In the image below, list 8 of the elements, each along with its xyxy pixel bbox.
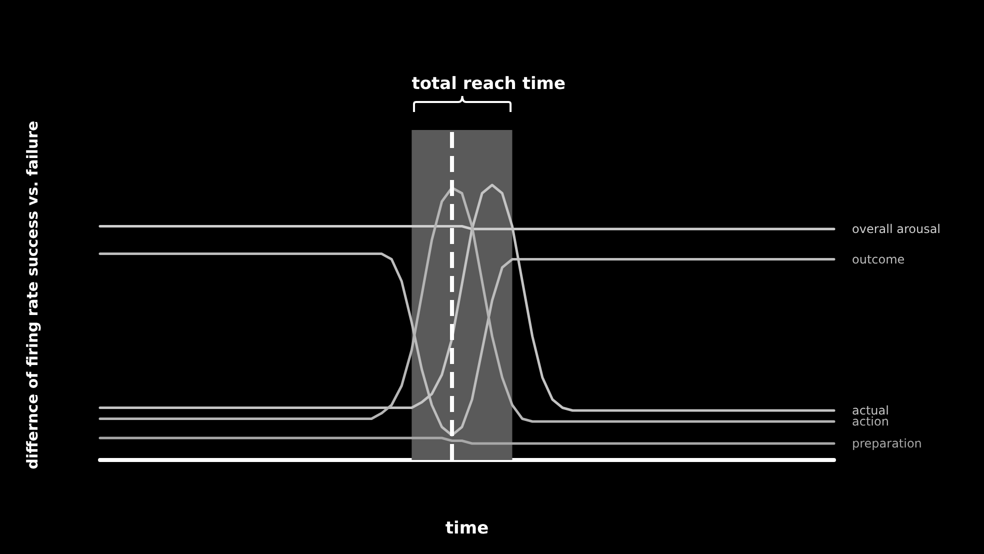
series-label: outcome xyxy=(852,252,905,266)
series-label: action xyxy=(852,414,889,428)
x-axis-title: time xyxy=(445,518,489,538)
series-label: preparation xyxy=(852,436,922,450)
series-label: actual xyxy=(852,404,889,418)
text: total reach time xyxy=(412,74,566,94)
y-axis-title: differnce of firing rate success vs. failure xyxy=(24,120,42,470)
series-label: overall arousal xyxy=(852,222,941,236)
